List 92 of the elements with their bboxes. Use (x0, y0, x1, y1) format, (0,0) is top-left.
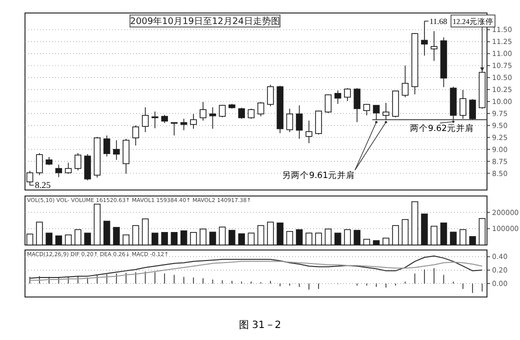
bar (372, 240, 380, 246)
candlestick (74, 152, 82, 171)
bar (142, 218, 149, 246)
bar (113, 226, 120, 246)
candlestick (84, 154, 91, 181)
bar (460, 229, 466, 246)
bar (228, 230, 236, 246)
candlestick (469, 98, 476, 120)
bar (218, 226, 226, 246)
candlestick (64, 162, 72, 174)
bar (94, 204, 101, 246)
bar (276, 222, 284, 246)
candlestick (382, 102, 390, 121)
candlestick (267, 84, 274, 107)
candlestick (344, 88, 351, 102)
annotation: 8.25 (34, 180, 52, 190)
candlestick (190, 114, 197, 130)
candlestick (324, 94, 332, 114)
candlestick (103, 135, 110, 157)
candlestick (306, 120, 312, 144)
bar (411, 201, 418, 246)
bar (402, 219, 409, 246)
bar (200, 228, 206, 246)
bar (257, 225, 264, 246)
bar (46, 232, 52, 246)
bar (382, 238, 390, 246)
candlestick (334, 90, 342, 104)
candlestick (142, 106, 149, 133)
annotation: 11.68 (429, 17, 448, 26)
candlestick (257, 102, 264, 117)
candlestick (55, 164, 62, 178)
candlestick (315, 110, 322, 135)
bar (354, 230, 360, 246)
bar (440, 222, 448, 246)
line-series (29, 256, 483, 279)
candlestick (402, 65, 409, 98)
bar (84, 232, 91, 246)
candlestick (372, 104, 380, 121)
candlestick (286, 108, 294, 133)
bar (334, 232, 342, 246)
candlestick (430, 30, 438, 62)
bar (36, 222, 43, 246)
annotation: 两个9.62元并肩 (410, 123, 474, 134)
bar (363, 238, 370, 246)
chart-title: 2009年10月19日至12月24日走势图 (130, 16, 280, 27)
candlestick (218, 104, 226, 118)
bar (238, 233, 245, 246)
bar (421, 214, 428, 246)
caption: 图 31－2 (238, 320, 282, 331)
bar (103, 220, 110, 246)
bar (170, 232, 178, 246)
bar (122, 234, 130, 246)
annotation: 另两个9.61元并肩 (282, 170, 355, 181)
bar (152, 232, 158, 246)
bar (74, 229, 82, 246)
bar (306, 232, 312, 246)
bar (55, 235, 62, 246)
bar (392, 225, 399, 246)
bar (209, 232, 216, 246)
bar (469, 236, 476, 246)
bar (344, 229, 351, 246)
bar (180, 230, 188, 246)
candlestick (238, 107, 245, 120)
candlestick (209, 106, 216, 130)
bar (450, 232, 457, 246)
bar (286, 231, 294, 246)
bar (430, 226, 438, 246)
candlestick (200, 102, 206, 122)
candlestick (122, 138, 130, 174)
bar (26, 234, 34, 246)
bar (64, 234, 72, 246)
bar (315, 232, 322, 246)
candlestick (460, 90, 466, 120)
bar (478, 218, 486, 246)
candlestick (113, 140, 120, 160)
candlestick (421, 20, 428, 56)
bar (324, 228, 332, 246)
bar (161, 232, 168, 246)
bar (296, 229, 303, 246)
bar (132, 225, 140, 246)
candlestick (170, 122, 178, 136)
candlestick (152, 111, 158, 129)
bar (190, 232, 197, 246)
bar (248, 232, 255, 246)
candlestick (132, 125, 140, 146)
candlestick (36, 152, 43, 176)
candlestick (296, 104, 303, 140)
candlestick (180, 118, 188, 131)
candlestick (354, 88, 360, 122)
line-series (29, 260, 483, 281)
candlestick (248, 108, 255, 120)
bar (267, 222, 274, 246)
